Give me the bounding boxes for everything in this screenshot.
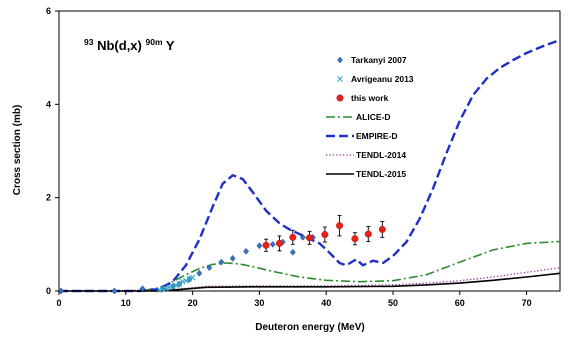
data-point	[183, 277, 189, 284]
data-point	[229, 254, 236, 262]
legend-label: Avrigeanu 2013	[351, 74, 414, 84]
data-point	[364, 230, 372, 238]
data-point	[289, 233, 297, 241]
legend-marker	[337, 56, 343, 64]
y-axis-title: Cross section (mb)	[12, 105, 23, 196]
legend-item-avrigeanu-2013: Avrigeanu 2013	[337, 74, 414, 84]
title-isomer: 90m	[146, 37, 163, 47]
legend-marker	[337, 76, 343, 82]
legend: Tarkanyi 2007 Avrigeanu 2013 this work ALIC…	[326, 55, 414, 179]
data-point	[111, 287, 118, 295]
x-axis-title: Deuteron energy (MeV)	[255, 322, 364, 333]
series-line-tendl-2015	[59, 272, 561, 292]
data-point	[176, 281, 183, 287]
legend-marker	[336, 94, 344, 102]
axes: 0 10 20 30 40 50 60 70 0 2 4 6	[46, 6, 532, 308]
legend-label: Tarkanyi 2007	[351, 55, 407, 65]
series-this-work	[262, 214, 386, 252]
y-tick-label: 0	[46, 286, 51, 296]
x-tick-label: 60	[455, 298, 465, 308]
data-point	[58, 287, 64, 295]
data-point	[243, 247, 249, 255]
x-tick-label: 70	[522, 298, 532, 308]
data-point	[162, 285, 169, 292]
plot-frame	[58, 10, 561, 292]
data-point	[256, 242, 263, 250]
title-product: Y	[166, 38, 175, 53]
y-tick-label: 6	[46, 6, 51, 16]
data-point	[306, 234, 314, 242]
data-point	[275, 239, 283, 247]
data-point	[378, 225, 386, 233]
legend-label: TENDL-2014	[356, 150, 406, 160]
legend-item-empire-d: EMPIRE-D	[326, 131, 398, 141]
title-reaction: Nb(d,x)	[97, 38, 142, 53]
x-tick-label: 20	[188, 298, 198, 308]
data-point	[269, 240, 276, 248]
legend-label: EMPIRE-D	[356, 131, 398, 141]
legend-label: this work	[351, 93, 389, 103]
x-tick-label: 10	[121, 298, 131, 308]
legend-item-this-work: this work	[336, 93, 389, 103]
x-tick-label: 30	[254, 298, 264, 308]
legend-item-alice-d: ALICE-D	[326, 112, 390, 122]
x-tick-label: 40	[321, 298, 331, 308]
data-point	[289, 248, 296, 256]
x-tick-label: 0	[56, 298, 61, 308]
data-point	[139, 285, 146, 293]
x-tick-label: 50	[388, 298, 398, 308]
y-tick-label: 4	[46, 99, 51, 109]
legend-item-tendl-2015: TENDL-2015	[326, 169, 406, 179]
series-layer	[58, 38, 561, 295]
data-point	[206, 264, 213, 272]
legend-label: ALICE-D	[356, 112, 390, 122]
data-point	[321, 231, 329, 239]
data-point	[166, 284, 173, 291]
y-tick-label: 2	[46, 193, 51, 203]
series-avrigeanu-2013	[156, 274, 196, 293]
data-point	[179, 278, 186, 285]
legend-label: TENDL-2015	[356, 169, 406, 179]
data-point	[189, 274, 196, 281]
data-point	[156, 287, 163, 293]
data-point	[336, 222, 344, 230]
data-point	[196, 269, 203, 277]
legend-item-tarkanyi-2007: Tarkanyi 2007	[337, 55, 407, 65]
data-point	[169, 283, 176, 290]
data-point	[351, 235, 359, 243]
chart-title: 93 Nb(d,x) 90m Y	[84, 33, 175, 53]
title-mass-number: 93	[84, 37, 94, 47]
data-point	[299, 233, 306, 241]
series-line-empire-d	[59, 38, 561, 293]
legend-item-tendl-2014: TENDL-2014	[326, 150, 406, 160]
plot-area	[58, 10, 561, 292]
data-point	[186, 275, 193, 282]
data-point	[173, 282, 179, 289]
data-point	[218, 258, 225, 266]
data-point	[262, 241, 270, 249]
